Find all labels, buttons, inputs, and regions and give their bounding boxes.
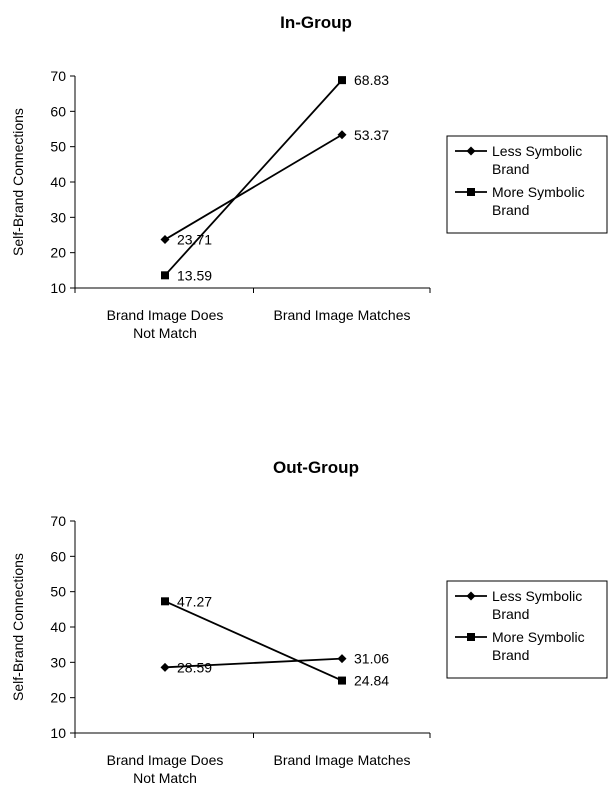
data-label: 53.37 xyxy=(354,127,389,143)
data-point xyxy=(161,271,169,280)
data-point xyxy=(160,662,170,672)
legend-label: Less Symbolic Brand xyxy=(492,588,582,622)
data-point xyxy=(337,654,347,664)
chart-panel: Out-Group 10 20 30 40 50 60 70 Brand Image Does N… xyxy=(10,458,608,786)
data-label: 31.06 xyxy=(354,651,389,667)
data-point xyxy=(338,76,346,85)
data-label: 23.71 xyxy=(177,232,212,248)
data-point xyxy=(337,130,347,140)
data-point xyxy=(160,235,170,245)
series-line xyxy=(164,79,343,276)
legend-marker xyxy=(467,633,475,641)
y-tick-label: 10 xyxy=(50,725,66,741)
data-label: 24.84 xyxy=(354,673,389,689)
data-label: 68.83 xyxy=(354,72,389,88)
chart-panel: In-Group 10 20 30 40 50 60 70 Brand Image Does No… xyxy=(10,13,608,341)
series-line xyxy=(164,133,343,241)
data-label: 47.27 xyxy=(177,593,212,609)
data-label: 28.59 xyxy=(177,659,212,675)
legend-label: More Symbolic Brand xyxy=(492,629,585,663)
y-tick-label: 10 xyxy=(50,280,66,296)
x-tick-label: Brand Image Matches xyxy=(274,752,411,768)
y-tick-label: 70 xyxy=(50,513,66,529)
y-tick-label: 60 xyxy=(50,548,66,564)
y-tick-label: 60 xyxy=(50,103,66,119)
y-axis-title: Self-Brand Connections xyxy=(10,108,26,256)
chart-title: In-Group xyxy=(280,13,352,32)
chart-title: Out-Group xyxy=(273,458,359,477)
series-line xyxy=(164,657,343,669)
y-axis-title: Self-Brand Connections xyxy=(10,553,26,701)
y-tick-label: 70 xyxy=(50,68,66,84)
legend-marker xyxy=(466,146,476,156)
x-tick-label: Brand Image Does Not Match xyxy=(107,752,224,786)
series-line xyxy=(164,600,343,682)
data-point xyxy=(161,597,169,606)
x-tick-label: Brand Image Matches xyxy=(274,307,411,323)
y-tick-label: 30 xyxy=(50,209,66,225)
y-tick-label: 40 xyxy=(50,174,66,190)
data-point xyxy=(338,676,346,685)
y-tick-label: 50 xyxy=(50,584,66,600)
x-tick-label: Brand Image Does Not Match xyxy=(107,307,224,341)
legend-label: More Symbolic Brand xyxy=(492,184,585,218)
data-label: 13.59 xyxy=(177,267,212,283)
y-tick-label: 20 xyxy=(50,690,66,706)
legend-marker xyxy=(467,188,475,196)
legend-marker xyxy=(466,591,476,601)
y-tick-label: 40 xyxy=(50,619,66,635)
y-tick-label: 30 xyxy=(50,654,66,670)
y-tick-label: 20 xyxy=(50,245,66,261)
legend-label: Less Symbolic Brand xyxy=(492,143,582,177)
y-tick-label: 50 xyxy=(50,139,66,155)
